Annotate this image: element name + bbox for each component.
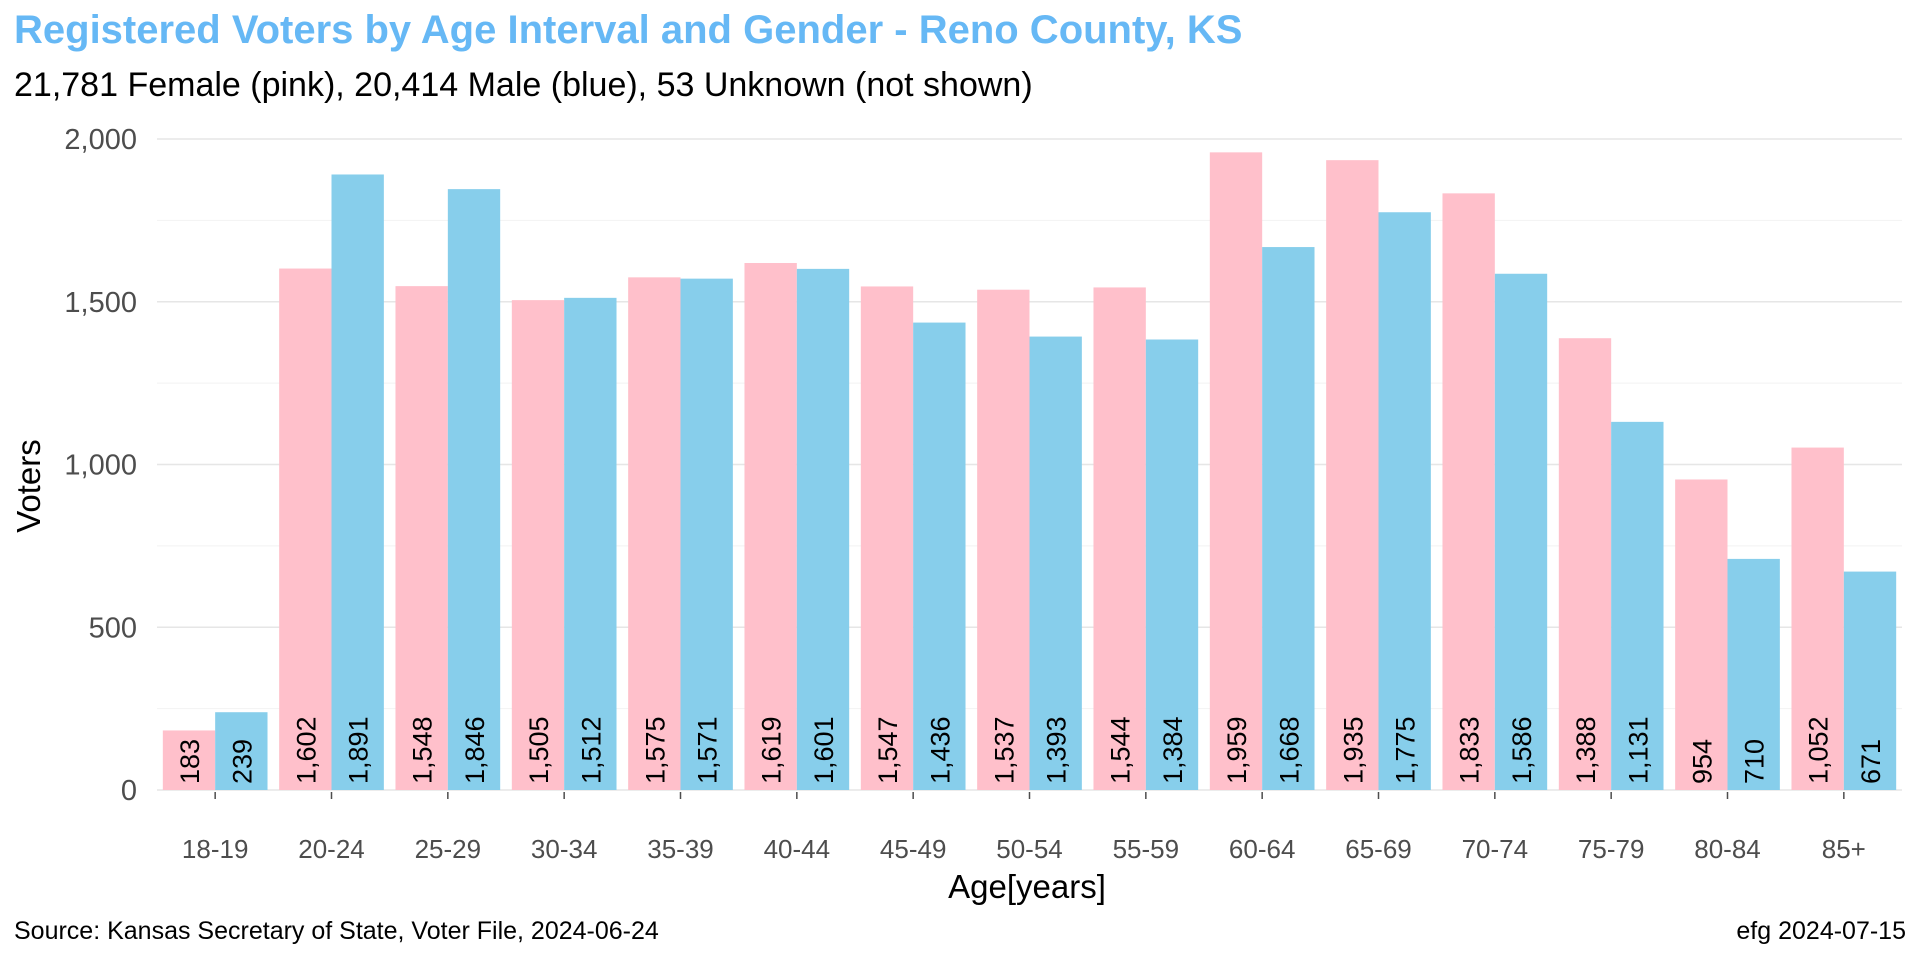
bar-label-female: 1,935 bbox=[1338, 716, 1368, 784]
bar-label-female: 1,959 bbox=[1222, 716, 1252, 784]
x-axis: 18-19 20-24 25-29 30-34 35-39 40-44 45-49 50-54… bbox=[182, 792, 1866, 864]
bar-label-female: 1,548 bbox=[408, 716, 438, 784]
bar-male-30-34 bbox=[564, 297, 617, 790]
bar-female-80-84 bbox=[1675, 479, 1728, 790]
bar-label-female: 1,505 bbox=[524, 716, 554, 784]
bar-male-85+ bbox=[1843, 571, 1897, 790]
bar-male-75-79 bbox=[1611, 421, 1664, 790]
bar-label-male: 1,571 bbox=[693, 716, 723, 784]
bar-label-male: 1,131 bbox=[1623, 716, 1653, 784]
bar-label-male: 1,436 bbox=[925, 716, 955, 784]
bar-label-male: 1,393 bbox=[1042, 716, 1072, 784]
bar-female-45-49 bbox=[860, 286, 914, 790]
y-tick-label: 0 bbox=[121, 775, 137, 807]
bar-label-female: 1,544 bbox=[1106, 716, 1136, 784]
x-tick-label: 25-29 bbox=[415, 834, 482, 864]
y-tick-label: 1,000 bbox=[64, 450, 137, 482]
bar-label-male: 1,512 bbox=[576, 716, 606, 784]
x-tick-label: 65-69 bbox=[1345, 834, 1412, 864]
bar-label-female: 1,619 bbox=[757, 716, 787, 784]
x-tick-label: 45-49 bbox=[880, 834, 947, 864]
bar-label-female: 1,052 bbox=[1804, 716, 1834, 784]
bar-male-60-64 bbox=[1262, 247, 1315, 791]
x-tick-label: 70-74 bbox=[1462, 834, 1529, 864]
bar-label-male: 239 bbox=[227, 739, 257, 784]
credit-caption: efg 2024-07-15 bbox=[1736, 917, 1906, 945]
bar-female-60-64 bbox=[1209, 152, 1263, 790]
x-tick-label: 20-24 bbox=[298, 834, 365, 864]
bar-female-18-19 bbox=[162, 730, 216, 790]
bar-female-55-59 bbox=[1093, 287, 1146, 790]
x-axis-title: Age[years] bbox=[948, 868, 1106, 905]
bar-label-female: 183 bbox=[175, 739, 205, 784]
bar-label-male: 710 bbox=[1740, 739, 1770, 784]
x-tick-label: 50-54 bbox=[996, 834, 1063, 864]
bar-male-55-59 bbox=[1145, 339, 1199, 790]
y-tick-label: 500 bbox=[89, 612, 137, 644]
bar-label-female: 1,602 bbox=[291, 716, 321, 784]
x-tick-label: 18-19 bbox=[182, 834, 249, 864]
bar-male-18-19 bbox=[215, 712, 268, 790]
y-tick-label: 2,000 bbox=[64, 124, 137, 156]
bar-male-35-39 bbox=[680, 278, 733, 790]
y-axis: 0 500 1,000 1,500 2,000 bbox=[64, 124, 137, 807]
bar-male-50-54 bbox=[1029, 336, 1082, 790]
chart-title: Registered Voters by Age Interval and Ge… bbox=[14, 8, 1243, 52]
bar-female-20-24 bbox=[279, 268, 332, 790]
bar-male-20-24 bbox=[331, 174, 384, 791]
bar-male-70-74 bbox=[1494, 273, 1548, 791]
bar-label-male: 1,601 bbox=[809, 716, 839, 784]
bar-label-female: 1,388 bbox=[1571, 716, 1601, 784]
bar-label-male: 1,846 bbox=[460, 716, 490, 784]
bar-male-40-44 bbox=[796, 268, 850, 790]
bar-label-female: 1,833 bbox=[1455, 716, 1485, 784]
bar-male-80-84 bbox=[1727, 558, 1780, 790]
bar-male-45-49 bbox=[913, 322, 966, 790]
bar-label-female: 1,537 bbox=[989, 716, 1019, 784]
bar-female-70-74 bbox=[1442, 193, 1495, 790]
bar-female-50-54 bbox=[977, 289, 1030, 790]
source-caption: Source: Kansas Secretary of State, Voter… bbox=[14, 917, 659, 945]
bar-label-female: 1,575 bbox=[640, 716, 670, 784]
bar-female-85+ bbox=[1791, 447, 1844, 790]
bar-male-65-69 bbox=[1378, 212, 1431, 791]
bar-female-40-44 bbox=[744, 263, 797, 790]
y-tick-label: 1,500 bbox=[64, 287, 137, 319]
bar-label-male: 1,586 bbox=[1507, 716, 1537, 784]
x-tick-label: 80-84 bbox=[1694, 834, 1761, 864]
bar-female-75-79 bbox=[1558, 338, 1612, 790]
x-tick-label: 55-59 bbox=[1113, 834, 1180, 864]
x-tick-label: 40-44 bbox=[764, 834, 831, 864]
bar-male-25-29 bbox=[447, 189, 501, 790]
bar-label-male: 1,668 bbox=[1274, 716, 1304, 784]
x-tick-label: 35-39 bbox=[647, 834, 714, 864]
chart-subtitle: 21,781 Female (pink), 20,414 Male (blue)… bbox=[14, 66, 1033, 104]
bar-label-male: 1,384 bbox=[1158, 716, 1188, 784]
x-tick-label: 60-64 bbox=[1229, 834, 1296, 864]
x-tick-label: 75-79 bbox=[1578, 834, 1645, 864]
bar-female-25-29 bbox=[395, 286, 448, 790]
x-tick-label: 85+ bbox=[1822, 834, 1866, 864]
bar-labels: 183 239 1,602 1,891 1,548 1,846 1,505 1,512 1,57… bbox=[175, 716, 1886, 784]
bar-label-male: 671 bbox=[1856, 739, 1886, 784]
x-tick-label: 30-34 bbox=[531, 834, 598, 864]
bar-label-female: 954 bbox=[1687, 739, 1717, 784]
bar-female-30-34 bbox=[511, 300, 565, 790]
bar-label-female: 1,547 bbox=[873, 716, 903, 784]
bar-female-65-69 bbox=[1326, 160, 1379, 791]
bar-female-35-39 bbox=[628, 277, 681, 790]
bars bbox=[162, 152, 1897, 791]
bar-label-male: 1,891 bbox=[344, 716, 374, 784]
y-axis-title: Voters bbox=[10, 439, 47, 533]
bar-label-male: 1,775 bbox=[1391, 716, 1421, 784]
